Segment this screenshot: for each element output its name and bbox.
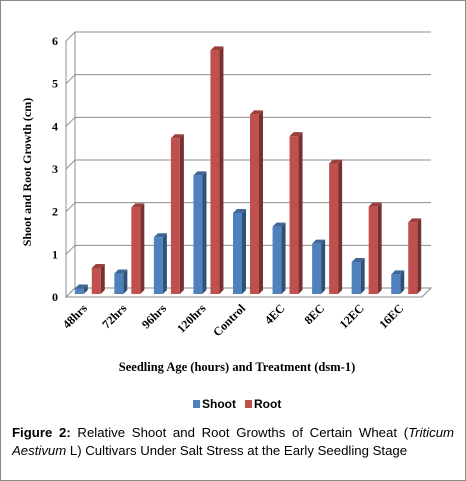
bar-root [368, 206, 378, 294]
legend-label-shoot: Shoot [202, 397, 236, 411]
category-group [233, 110, 263, 295]
bar-side [100, 263, 105, 294]
bar-side [400, 270, 405, 294]
bar-shoot [233, 212, 242, 294]
bar-top [289, 132, 303, 137]
caption-label: Figure 2: [12, 425, 71, 440]
bar-side [242, 208, 246, 294]
category-group [74, 263, 105, 294]
bar-top [193, 171, 207, 176]
bar-side [140, 203, 145, 294]
gridline-depth [65, 244, 76, 255]
category-group [193, 46, 224, 295]
y-tick-label: 5 [52, 77, 58, 91]
gridline-depth [65, 31, 76, 42]
bar-top [272, 222, 286, 227]
bar-shoot [312, 243, 322, 294]
x-tick-label: 12EC [337, 301, 367, 331]
bar-side [259, 110, 263, 295]
plot-area: 0 1 2 3 4 5 6 48hrs 72hrs 96hrs 120hrs Control 4EC 8E… [52, 31, 433, 339]
bar-shoot [351, 262, 361, 294]
bar-side [83, 284, 88, 294]
bar-side [298, 132, 303, 294]
bar-top [329, 159, 343, 164]
bar-top [210, 46, 224, 51]
gridline-depth [65, 116, 76, 127]
bar-top [91, 263, 105, 268]
legend: Shoot Root [193, 397, 281, 411]
bar-top [391, 270, 405, 275]
legend-label-root: Root [254, 397, 281, 411]
bar-root [91, 267, 101, 294]
caption-italic-text: Triticum Aestivum [12, 425, 455, 458]
figure-caption: Figure 2: Relative Shoot and Root Growth… [12, 424, 454, 460]
category-group [312, 159, 343, 294]
gridline-depth [65, 159, 76, 170]
category-group [272, 132, 303, 294]
bar-top [153, 233, 167, 238]
bar-side [202, 171, 207, 294]
bar-top [368, 202, 382, 207]
y-tick-label: 1 [52, 247, 58, 261]
legend-swatch-root [245, 400, 252, 408]
bar-root [250, 114, 259, 295]
x-tick-label: 72hrs [99, 301, 129, 331]
legend-swatch-shoot [193, 400, 200, 408]
category-group [351, 202, 382, 294]
x-tick-label: 8EC [301, 301, 327, 327]
bar-top [170, 134, 184, 139]
x-tick-label: 4EC [262, 301, 288, 327]
caption-text-2: L) Cultivars Under Salt Stress at the Ea… [66, 443, 408, 458]
bar-side [162, 233, 167, 294]
caption-text-1: Relative Shoot and Root Growths of Certa… [70, 425, 409, 440]
bar-side [179, 134, 184, 294]
y-tick-label: 4 [52, 119, 58, 133]
category-group [153, 134, 184, 294]
x-tick-label: 16EC [376, 301, 406, 331]
bar-root [408, 222, 418, 294]
bar-side [123, 269, 128, 294]
bar-root [329, 163, 339, 294]
bar-top [312, 239, 326, 244]
y-tick-label: 2 [52, 205, 58, 219]
gridline-depth [65, 74, 76, 85]
bar-top [408, 218, 422, 223]
bar-root [170, 138, 180, 294]
category-group [114, 203, 145, 294]
bar-top [131, 203, 145, 208]
bar-root [210, 50, 220, 295]
bar-top [250, 110, 263, 115]
x-tick-label: 48hrs [60, 301, 90, 331]
bar-shoot [391, 274, 401, 294]
bar-side [321, 239, 326, 294]
x-axis-label: Seedling Age (hours) and Treatment (dsm-… [119, 360, 355, 374]
bar-shoot [74, 288, 84, 294]
bar-side [360, 258, 365, 294]
bar-side [281, 222, 286, 294]
bar-side [417, 218, 422, 294]
bar-top [233, 208, 246, 213]
bar-side [377, 202, 382, 294]
bar-root [131, 207, 141, 294]
bar-top [74, 284, 88, 289]
bar-shoot [193, 175, 203, 294]
x-tick-label: 96hrs [139, 301, 169, 331]
gridline-depth [65, 202, 76, 213]
bar-chart: Shoot and Root Growth (cm) Seedling Age … [20, 31, 433, 411]
bar-top [114, 269, 128, 274]
bar-shoot [114, 273, 124, 294]
bar-side [338, 159, 343, 294]
x-tick-label: Control [210, 301, 248, 339]
bar-shoot [272, 226, 282, 294]
category-group [391, 218, 422, 294]
x-tick-label: 120hrs [174, 301, 209, 336]
y-tick-label: 6 [52, 34, 58, 48]
y-axis-label: Shoot and Root Growth (cm) [20, 98, 34, 246]
bar-top [351, 258, 365, 263]
bar-side [219, 46, 224, 295]
bar-root [289, 136, 299, 294]
bar-shoot [153, 237, 163, 294]
y-tick-label: 3 [52, 162, 58, 176]
y-tick-label: 0 [52, 290, 58, 304]
